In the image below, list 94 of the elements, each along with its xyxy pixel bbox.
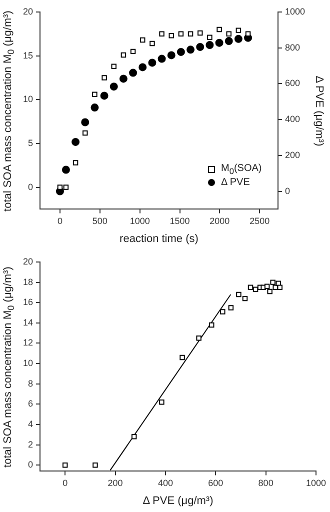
point — [248, 284, 254, 290]
x-tick-label: 1500 — [170, 216, 190, 226]
point — [168, 33, 174, 38]
point — [226, 31, 232, 37]
y-tick-label: 10 — [22, 358, 34, 368]
point — [209, 322, 214, 328]
x-tick-label: 0 — [62, 478, 68, 488]
point — [72, 160, 78, 166]
point — [90, 104, 99, 112]
point — [81, 118, 90, 126]
point — [264, 284, 270, 289]
y-tick-label: 5 — [28, 138, 34, 148]
point — [242, 296, 248, 302]
y-tick-label: 8 — [28, 378, 34, 388]
point — [159, 31, 164, 37]
y-tick-label: 2 — [28, 439, 34, 450]
point — [196, 336, 202, 341]
point — [131, 434, 137, 440]
point — [82, 130, 88, 136]
point — [270, 280, 276, 285]
point — [119, 74, 128, 83]
point — [148, 58, 156, 67]
x-tick-label: 1000 — [306, 478, 326, 488]
y2-tick-label: 0 — [284, 186, 290, 196]
point — [216, 26, 222, 32]
x-tick-label: 200 — [108, 478, 123, 488]
y-tick-label: 6 — [28, 398, 34, 409]
y-tick-label: 14 — [22, 317, 34, 328]
point — [62, 166, 70, 174]
y-tick-label: 4 — [28, 418, 34, 429]
point — [63, 184, 69, 190]
point — [110, 82, 118, 91]
y-tick-label: 16 — [22, 297, 34, 308]
y-tick-label: 20 — [22, 256, 34, 266]
x-tick-label: 600 — [208, 478, 224, 488]
y2-tick-label: 400 — [284, 114, 300, 124]
point — [176, 48, 185, 56]
legend-label: Δ PVE — [220, 177, 250, 188]
y2-axis-title: Δ PVE (μg/m³) — [313, 75, 325, 146]
x-tick-label: 1000 — [130, 216, 150, 226]
y-tick-label: 20 — [22, 6, 34, 16]
point — [236, 292, 242, 298]
point — [276, 280, 281, 286]
y-tick-label: 12 — [22, 338, 34, 348]
y-tick-label: 10 — [22, 94, 34, 104]
x-tick-label: 2000 — [210, 216, 230, 226]
point — [267, 288, 272, 294]
point — [215, 38, 224, 47]
point — [236, 28, 242, 34]
x-tick-label: 400 — [158, 478, 173, 488]
x-tick-label: 800 — [258, 478, 274, 488]
point — [206, 40, 214, 49]
point — [188, 31, 194, 37]
y-tick-label: 0 — [28, 460, 34, 470]
point — [100, 92, 108, 100]
point — [180, 354, 185, 360]
point — [120, 52, 126, 58]
x-axis-title: Δ PVE (μg/m³) — [142, 495, 214, 507]
point — [186, 46, 195, 54]
point — [158, 54, 166, 63]
x-tick-label: 0 — [57, 216, 62, 226]
point — [196, 42, 204, 51]
point — [138, 63, 147, 72]
point — [129, 68, 138, 77]
y-tick-label: 18 — [22, 276, 34, 287]
point — [102, 75, 107, 80]
point — [140, 37, 146, 43]
x-tick-label: 2500 — [250, 216, 270, 226]
y2-tick-label: 600 — [284, 78, 300, 88]
point — [159, 400, 164, 405]
y2-tick-label: 1000 — [284, 6, 306, 16]
y2-tick-label: 800 — [284, 42, 300, 52]
point — [198, 30, 203, 36]
y2-tick-label: 200 — [284, 150, 300, 160]
x-tick-label: 500 — [92, 216, 108, 226]
point — [224, 37, 233, 46]
point — [234, 34, 242, 43]
y-tick-label: 0 — [28, 182, 34, 192]
x-axis-title: reaction time (s) — [120, 233, 198, 245]
point — [277, 284, 282, 290]
y-tick-label: 15 — [22, 50, 34, 60]
point — [178, 31, 184, 37]
point — [62, 462, 68, 468]
point — [130, 48, 136, 54]
point — [92, 462, 98, 468]
point — [111, 64, 116, 69]
legend-label: M$_{0}$(SOA) — [220, 163, 262, 176]
point — [92, 92, 98, 98]
point — [167, 51, 176, 60]
point — [207, 34, 212, 40]
point — [220, 309, 226, 314]
point — [150, 40, 155, 46]
point — [228, 305, 234, 310]
point — [72, 138, 80, 146]
